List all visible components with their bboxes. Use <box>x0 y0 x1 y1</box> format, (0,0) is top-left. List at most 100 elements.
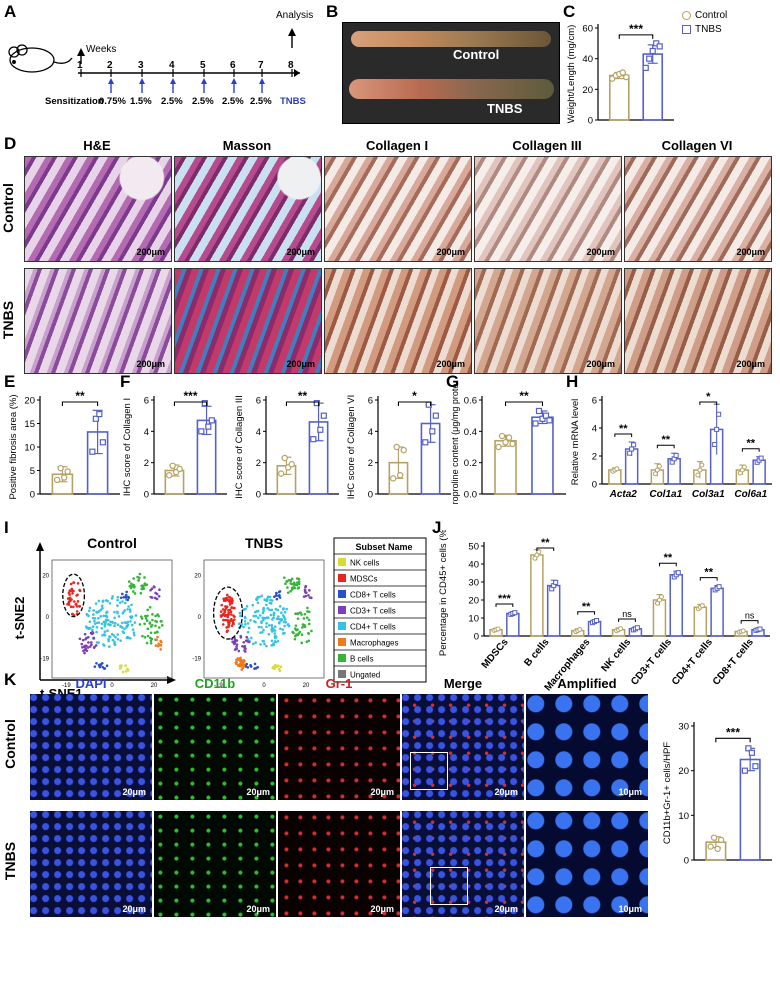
tsne-point <box>273 632 277 635</box>
tsne-point <box>68 593 71 596</box>
tsne-point <box>129 586 133 590</box>
tsne-point <box>88 620 92 623</box>
zoom-region-box <box>410 752 448 790</box>
tsne-point <box>75 605 79 608</box>
tsne-point <box>294 624 298 627</box>
tsne-point <box>98 663 101 667</box>
tsne-x-tick: -19 <box>62 683 71 689</box>
tsne-point <box>116 604 119 607</box>
tsne-point <box>155 638 158 642</box>
panel-label-f: F <box>120 372 131 391</box>
data-point <box>498 432 506 440</box>
tsne-point <box>85 612 89 616</box>
tsne-point <box>275 591 278 595</box>
tsne-point <box>116 637 120 641</box>
tsne-point <box>137 578 140 582</box>
tsne-point <box>119 666 123 669</box>
tsne-point <box>262 628 265 632</box>
tsne-point <box>116 598 119 602</box>
legend-control-marker <box>682 11 691 20</box>
scale-bar: 20μm <box>246 787 270 797</box>
week-number: 1 <box>77 60 83 71</box>
tsne-point <box>88 606 92 610</box>
tsne-point <box>118 601 122 604</box>
tsne-point <box>93 645 96 649</box>
tsne-point <box>275 597 279 601</box>
tsne-point <box>83 648 87 652</box>
tsne-point <box>230 601 234 605</box>
dose-arrowhead <box>259 78 265 84</box>
tsne-point <box>143 622 146 626</box>
tsne-point <box>157 626 161 629</box>
data-point <box>695 472 701 478</box>
data-point <box>198 428 205 435</box>
tsne-point <box>69 582 73 586</box>
category-label: NK cells <box>600 637 634 675</box>
week-number: 4 <box>169 60 175 71</box>
scale-bar: 20μm <box>246 904 270 914</box>
tsne-point <box>92 613 95 616</box>
tsne-point <box>290 577 294 581</box>
tsne-point <box>290 586 294 590</box>
chart-h: 0 2 4 6 Relative mRNA level ** Acta2 ** Col1a1 * C… <box>570 391 772 500</box>
significance-label: ** <box>519 389 529 403</box>
dose-label: 1.5% <box>130 96 152 107</box>
if-column-header: Gr-1 <box>325 676 353 691</box>
data-point <box>277 470 285 477</box>
y-tick-label: 4 <box>144 427 149 438</box>
tsne-y-label: t-SNE2 <box>12 597 27 640</box>
tsne-point <box>220 603 224 607</box>
chart-c: 0 20 40 60 Weight/Length (mg/cm) *** <box>566 22 674 127</box>
legend-entry: CD8+ T cells <box>350 591 396 600</box>
tsne-point <box>71 605 75 609</box>
data-point <box>758 455 764 461</box>
tsne-point <box>272 667 276 670</box>
tsne-point <box>228 608 232 612</box>
tsne-point <box>269 613 273 617</box>
tsne-point <box>228 603 232 606</box>
significance-label: ** <box>619 423 628 435</box>
data-point <box>169 462 176 470</box>
tsne-point <box>234 661 238 664</box>
data-point <box>673 452 679 458</box>
tsne-point <box>150 623 154 627</box>
tsne-point <box>121 600 124 603</box>
data-point <box>594 618 600 624</box>
week-number: 7 <box>258 60 264 71</box>
significance-label: * <box>706 391 711 403</box>
data-point <box>699 462 705 468</box>
tsne-point <box>277 594 280 598</box>
data-point <box>757 626 763 632</box>
tsne-point <box>281 607 285 611</box>
scale-bar: 200μm <box>136 359 165 369</box>
tsne-point <box>155 620 158 623</box>
tsne-point <box>138 572 142 576</box>
tsne-point <box>109 620 112 624</box>
tsne-point <box>158 588 161 592</box>
tsne-y-tick: -19 <box>40 656 49 662</box>
scale-bar: 10μm <box>618 787 642 797</box>
data-point <box>89 448 96 455</box>
tsne-point <box>259 643 262 646</box>
histology-image: 200μm <box>624 156 772 262</box>
tsne-point <box>84 637 87 641</box>
tsne-point <box>126 667 129 671</box>
significance-bracket <box>495 603 514 608</box>
histology-image: 200μm <box>174 268 322 374</box>
tsne-point <box>125 636 129 639</box>
histology-column-header: Collagen VI <box>661 138 733 153</box>
tsne-point <box>96 621 99 625</box>
tsne-point <box>225 605 229 609</box>
legend-swatch <box>338 574 346 582</box>
scale-bar: 200μm <box>736 359 765 369</box>
tsne-point <box>131 590 135 593</box>
y-tick-label: 0 <box>30 490 35 501</box>
tsne-point <box>157 642 160 646</box>
tsne-point <box>95 630 98 634</box>
timeline-schematic <box>8 28 300 93</box>
histology-column-header: Collagen III <box>512 138 582 153</box>
tsne-point <box>241 644 244 648</box>
tsne-point <box>265 599 268 602</box>
tsne-point <box>114 621 117 625</box>
